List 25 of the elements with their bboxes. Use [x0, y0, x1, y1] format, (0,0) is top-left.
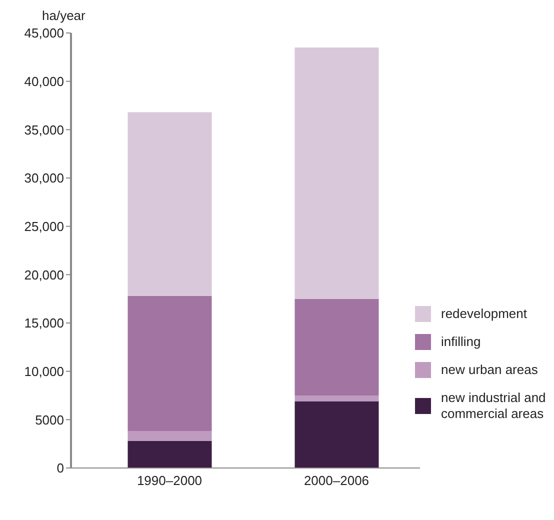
y-tick-label: 10,000: [24, 364, 64, 379]
legend-label: new industrial and commercial areas: [441, 390, 547, 422]
bar: [128, 431, 212, 441]
bar: [294, 48, 379, 299]
y-tick-label: 40,000: [24, 74, 64, 89]
x-tick-label: 1990–2000: [136, 473, 202, 488]
y-tick-label: 15,000: [24, 316, 64, 331]
y-tick-label: 30,000: [24, 170, 64, 186]
y-axis-title: ha/year: [42, 8, 86, 23]
bar: [294, 396, 379, 402]
bar: [294, 401, 379, 468]
legend-label: new urban areas: [441, 362, 539, 378]
y-tick-label: 20,000: [24, 267, 64, 282]
y-tick-label: 35,000: [24, 122, 64, 138]
bar: [128, 440, 212, 468]
legend-label: infilling: [441, 334, 482, 350]
y-tick-label: 0: [56, 460, 64, 476]
y-tick-label: 25,000: [24, 218, 64, 234]
y-tick-label: 5000: [35, 412, 64, 428]
y-tick-label: 45,000: [24, 26, 64, 41]
bar: [294, 298, 379, 396]
x-tick-label: 2000–2006: [304, 473, 370, 488]
bar: [128, 296, 212, 432]
bar: [128, 112, 212, 296]
legend-label: redevelopment: [441, 306, 528, 322]
